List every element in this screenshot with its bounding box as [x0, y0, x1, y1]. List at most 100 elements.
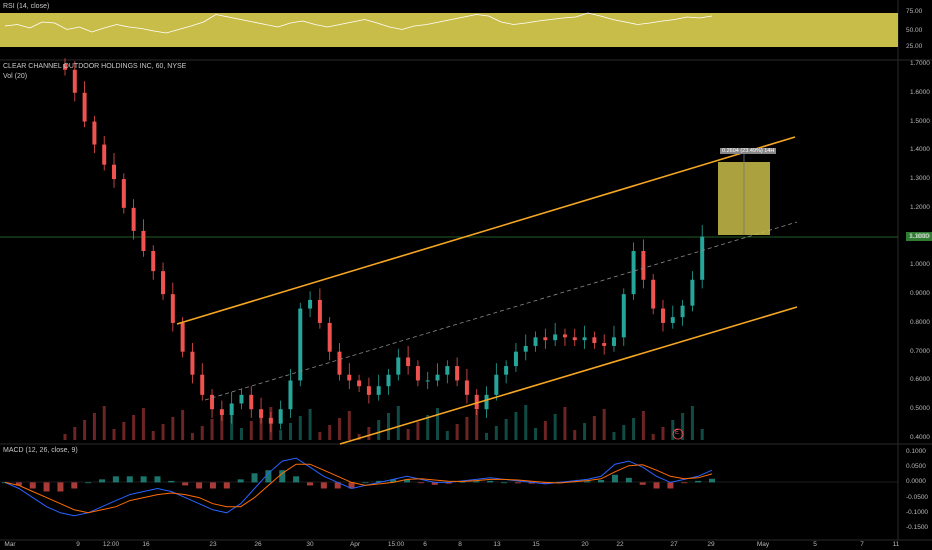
candle-body[interactable]: [229, 403, 234, 415]
candle-body[interactable]: [631, 251, 636, 295]
candle-body[interactable]: [611, 337, 616, 346]
candle-body[interactable]: [180, 322, 185, 352]
candle-body[interactable]: [670, 317, 675, 323]
volume-bar: [122, 422, 126, 440]
macd-histogram-bar: [695, 480, 702, 483]
macd-histogram-bar: [501, 482, 508, 484]
candle-body[interactable]: [700, 236, 705, 280]
candle-body[interactable]: [278, 409, 283, 424]
candle-body[interactable]: [121, 179, 126, 208]
candle-body[interactable]: [572, 337, 577, 341]
candlesticks[interactable]: [63, 58, 705, 433]
candle-body[interactable]: [435, 374, 440, 381]
channel-lower-line[interactable]: [339, 306, 798, 445]
rsi-band-fill[interactable]: [0, 13, 898, 47]
volume-bar: [661, 427, 665, 440]
volume-bar: [494, 426, 498, 440]
candle-body[interactable]: [131, 207, 136, 231]
candle-body[interactable]: [200, 374, 205, 395]
volume-bar: [396, 406, 400, 440]
candle-body[interactable]: [533, 337, 538, 346]
candle-body[interactable]: [268, 417, 273, 424]
earnings-event-marker[interactable]: [672, 428, 684, 440]
candle-body[interactable]: [239, 394, 244, 404]
volume-bar: [387, 413, 390, 440]
candle-body[interactable]: [660, 308, 665, 323]
volume-bar: [534, 428, 538, 440]
candle-body[interactable]: [425, 380, 430, 382]
candle-body[interactable]: [553, 334, 558, 341]
candle-body[interactable]: [259, 409, 264, 418]
volume-bar: [406, 429, 410, 440]
candle-body[interactable]: [474, 394, 479, 410]
candle-body[interactable]: [219, 409, 224, 415]
candle-body[interactable]: [592, 337, 597, 344]
candle-body[interactable]: [337, 351, 342, 375]
candle-body[interactable]: [386, 374, 391, 387]
candle-body[interactable]: [366, 386, 371, 395]
candle-body[interactable]: [543, 337, 548, 341]
candle-body[interactable]: [151, 251, 156, 272]
candle-body[interactable]: [190, 351, 195, 375]
macd-line[interactable]: [4, 457, 713, 517]
candle-body[interactable]: [562, 334, 567, 338]
price-tick: 1.7000: [910, 60, 930, 67]
candle-body[interactable]: [513, 351, 518, 367]
candle-body[interactable]: [680, 305, 685, 318]
candle-body[interactable]: [651, 279, 656, 309]
candle-body[interactable]: [464, 380, 469, 395]
volume-bar: [63, 434, 67, 440]
price-tick: 1.4000: [910, 146, 930, 154]
candle-body[interactable]: [161, 271, 166, 295]
candle-body[interactable]: [327, 322, 332, 352]
volume-bar: [553, 414, 557, 440]
candle-body[interactable]: [445, 366, 450, 375]
candle-body[interactable]: [298, 308, 303, 381]
macd-histogram-bar: [404, 479, 411, 483]
candle-body[interactable]: [484, 394, 489, 410]
candle-body[interactable]: [376, 386, 381, 395]
candle-body[interactable]: [641, 251, 646, 280]
candle-body[interactable]: [347, 374, 352, 381]
candle-body[interactable]: [210, 394, 215, 410]
candle-body[interactable]: [82, 92, 87, 122]
macd-histogram-bar: [681, 482, 688, 484]
candle-body[interactable]: [317, 299, 322, 323]
candle-body[interactable]: [63, 64, 67, 70]
macd-histogram-bar: [251, 473, 258, 483]
candle-body[interactable]: [288, 380, 293, 410]
channel-midline[interactable]: [204, 221, 798, 401]
candle-body[interactable]: [141, 230, 146, 251]
macd-histogram-bar: [639, 482, 646, 485]
candle-body[interactable]: [602, 343, 607, 346]
volume-bar: [475, 410, 479, 440]
candle-body[interactable]: [582, 337, 587, 341]
candle-body[interactable]: [308, 299, 313, 309]
candle-body[interactable]: [102, 144, 107, 165]
volume-bar: [465, 417, 469, 440]
candle-body[interactable]: [170, 294, 175, 323]
rsi-line[interactable]: [4, 12, 713, 34]
volume-bar: [671, 420, 675, 440]
candle-body[interactable]: [504, 366, 509, 375]
candle-body[interactable]: [621, 294, 626, 338]
volume-bar: [651, 434, 655, 440]
price-tick: 0.8000: [910, 318, 930, 326]
signal-line[interactable]: [4, 463, 713, 514]
candle-body[interactable]: [455, 366, 460, 381]
time-tick: 8: [458, 541, 462, 548]
candle-body[interactable]: [72, 69, 77, 93]
candle-body[interactable]: [92, 121, 97, 145]
candle-body[interactable]: [415, 366, 420, 381]
candle-body[interactable]: [494, 374, 499, 395]
candle-body[interactable]: [249, 394, 254, 410]
price-tick: 0.6000: [910, 376, 930, 384]
candle-body[interactable]: [523, 345, 528, 352]
candle-body[interactable]: [406, 357, 411, 367]
candle-body[interactable]: [357, 380, 362, 387]
candle-body[interactable]: [396, 357, 401, 375]
candle-body[interactable]: [112, 164, 117, 180]
volume-bar: [337, 418, 341, 440]
channel-upper-line[interactable]: [176, 136, 796, 325]
candle-body[interactable]: [690, 279, 695, 306]
